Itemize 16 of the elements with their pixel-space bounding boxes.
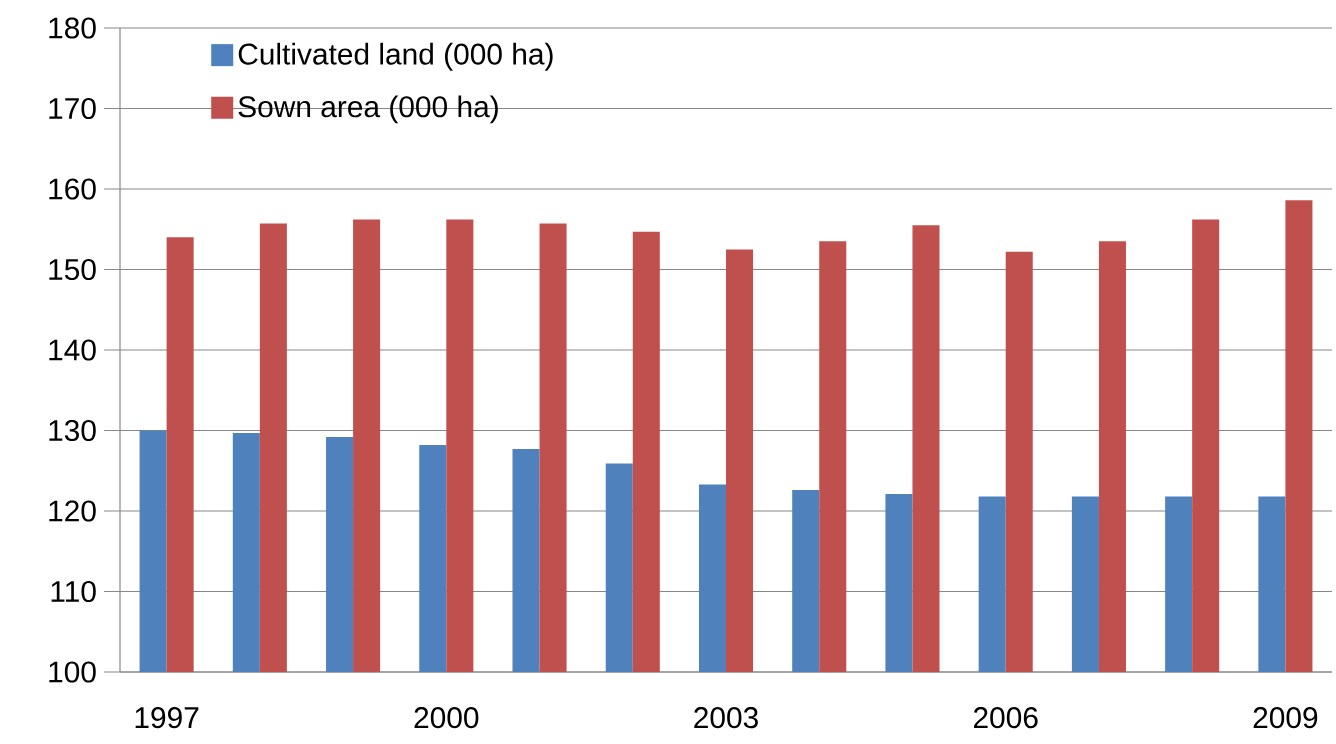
y-tick-label: 170 [49, 97, 96, 120]
x-tick-label: 2009 [1253, 707, 1318, 729]
y-tick-label: 100 [49, 661, 96, 683]
y-tick-label: 130 [49, 419, 96, 442]
x-tick-label: 2006 [973, 707, 1038, 729]
y-tick-label: 120 [49, 500, 96, 522]
x-tick-label: 2000 [414, 707, 479, 729]
y-tick-label: 140 [49, 339, 96, 361]
legend-label: Cultivated land (000 ha) [238, 42, 553, 71]
x-tick-label: 2003 [694, 707, 758, 729]
legend-label: Sown area (000 ha) [238, 95, 498, 124]
y-tick-label: 150 [49, 258, 96, 281]
y-tick-label: 180 [49, 17, 96, 39]
y-tick-label: 160 [49, 178, 96, 200]
x-tick-label: 1997 [135, 707, 199, 729]
y-tick-label: 110 [51, 580, 96, 603]
